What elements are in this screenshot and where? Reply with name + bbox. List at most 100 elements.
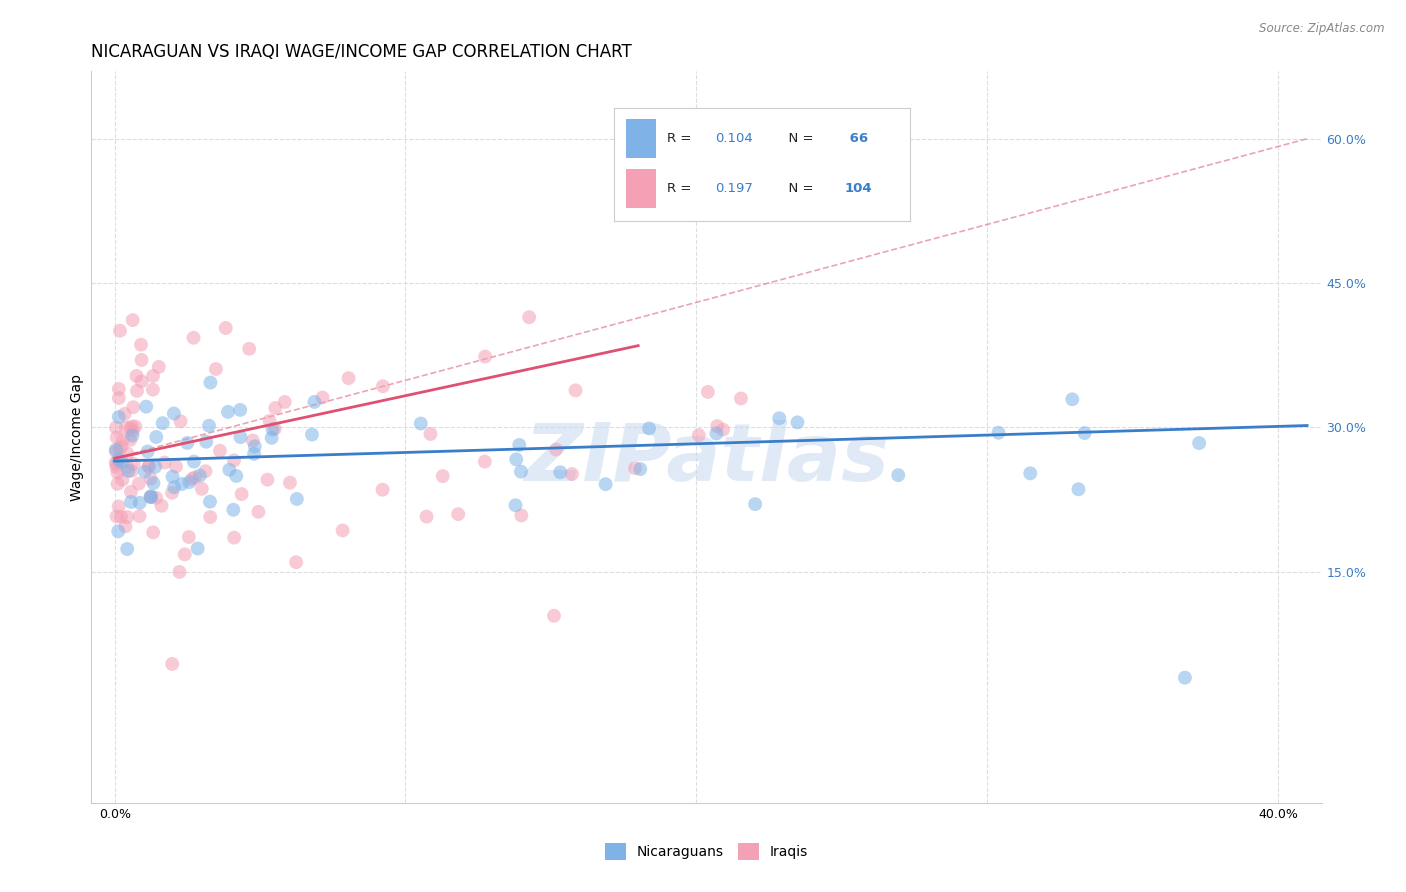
- Point: [115, 460, 138, 475]
- Point: [191, 482, 214, 496]
- Point: [447, 507, 470, 521]
- Point: [1073, 425, 1095, 440]
- Point: [169, 414, 191, 428]
- Point: [301, 427, 323, 442]
- Text: ZIPatlas: ZIPatlas: [524, 420, 889, 498]
- Point: [229, 403, 252, 417]
- Point: [242, 434, 264, 448]
- Point: [181, 472, 204, 486]
- Point: [187, 541, 209, 556]
- Point: [1067, 483, 1090, 497]
- Point: [263, 422, 285, 436]
- Point: [419, 427, 441, 442]
- Point: [177, 530, 200, 544]
- Point: [224, 531, 246, 545]
- Point: [229, 430, 252, 444]
- Point: [696, 384, 718, 399]
- Point: [238, 342, 260, 356]
- Point: [243, 447, 266, 461]
- Point: [243, 439, 266, 453]
- Point: [136, 444, 159, 458]
- Point: [285, 491, 308, 506]
- Point: [1019, 467, 1042, 481]
- Point: [121, 424, 143, 438]
- Point: [222, 453, 245, 467]
- Point: [768, 411, 790, 425]
- Point: [1062, 392, 1084, 407]
- Point: [162, 469, 184, 483]
- Point: [200, 376, 222, 390]
- Point: [120, 421, 142, 435]
- Point: [108, 391, 131, 405]
- Point: [517, 310, 540, 325]
- Point: [638, 421, 661, 435]
- Point: [179, 475, 201, 490]
- Point: [110, 509, 132, 524]
- Point: [135, 400, 157, 414]
- Point: [107, 382, 129, 396]
- Point: [110, 440, 132, 454]
- Point: [474, 350, 496, 364]
- Point: [624, 461, 647, 475]
- Point: [595, 477, 617, 491]
- Point: [262, 423, 284, 437]
- Point: [143, 459, 166, 474]
- Point: [304, 395, 326, 409]
- Point: [256, 473, 278, 487]
- Point: [160, 657, 183, 671]
- Point: [114, 407, 136, 421]
- Point: [120, 433, 142, 447]
- Point: [114, 519, 136, 533]
- Point: [108, 324, 131, 338]
- Point: [148, 359, 170, 374]
- Point: [546, 442, 568, 457]
- Point: [628, 462, 651, 476]
- Point: [107, 500, 129, 514]
- Point: [139, 489, 162, 503]
- Point: [129, 337, 152, 351]
- Point: [205, 362, 228, 376]
- Point: [121, 419, 143, 434]
- Point: [259, 414, 281, 428]
- Point: [138, 459, 160, 474]
- Point: [105, 457, 128, 471]
- Point: [160, 485, 183, 500]
- Point: [122, 401, 145, 415]
- Point: [120, 495, 142, 509]
- Point: [169, 565, 191, 579]
- Point: [217, 405, 239, 419]
- Point: [194, 464, 217, 478]
- Point: [131, 374, 153, 388]
- Point: [117, 510, 139, 524]
- Point: [107, 466, 129, 480]
- Point: [260, 431, 283, 445]
- Point: [505, 498, 527, 512]
- Point: [111, 473, 134, 487]
- Point: [510, 465, 533, 479]
- Point: [1174, 671, 1197, 685]
- Text: NICARAGUAN VS IRAQI WAGE/INCOME GAP CORRELATION CHART: NICARAGUAN VS IRAQI WAGE/INCOME GAP CORR…: [91, 44, 633, 62]
- Point: [274, 395, 297, 409]
- Point: [371, 483, 394, 497]
- Point: [145, 491, 167, 505]
- Text: Source: ZipAtlas.com: Source: ZipAtlas.com: [1260, 22, 1385, 36]
- Point: [198, 494, 221, 508]
- Point: [543, 608, 565, 623]
- Y-axis label: Wage/Income Gap: Wage/Income Gap: [70, 374, 84, 500]
- Point: [121, 464, 143, 478]
- Point: [121, 313, 143, 327]
- Point: [730, 392, 752, 406]
- Point: [311, 391, 333, 405]
- Point: [278, 475, 301, 490]
- Point: [108, 442, 131, 456]
- Point: [173, 547, 195, 561]
- Point: [138, 458, 160, 473]
- Point: [744, 497, 766, 511]
- Point: [128, 496, 150, 510]
- Point: [104, 442, 127, 457]
- Point: [131, 353, 153, 368]
- Point: [786, 416, 808, 430]
- Point: [987, 425, 1010, 440]
- Point: [120, 484, 142, 499]
- Point: [128, 509, 150, 524]
